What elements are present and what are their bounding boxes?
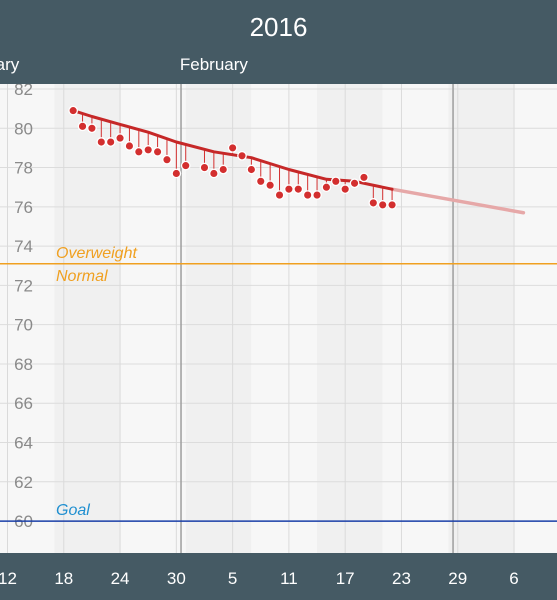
- normal-zone-label: Normal: [56, 268, 108, 285]
- date-axis: 12 18 24 30 5 11 17 23 29 6: [0, 553, 557, 600]
- y-tick-label: 82: [14, 84, 33, 99]
- x-tick-label: 23: [392, 569, 411, 588]
- week-band: [251, 84, 318, 553]
- y-tick-label: 78: [14, 159, 33, 178]
- measurement-point: [227, 143, 238, 153]
- measurement-point: [105, 137, 116, 147]
- measurement-point: [377, 200, 388, 210]
- measurement-point: [302, 190, 313, 200]
- y-tick-label: 70: [14, 316, 33, 335]
- weight-zone-lines: Overweight Normal Goal: [0, 245, 557, 522]
- measurement-point: [96, 137, 107, 147]
- measurement-point: [218, 164, 229, 175]
- measurement-point: [124, 141, 135, 151]
- measurement-point: [162, 154, 172, 165]
- measurement-point: [77, 121, 88, 132]
- measurement-point: [387, 200, 397, 210]
- measurement-point: [312, 190, 322, 200]
- weight-series: [68, 105, 526, 215]
- y-tick-label: 80: [14, 119, 33, 138]
- x-axis-tick-labels: 12 18 24 30 5 11 17 23 29 6: [0, 569, 519, 588]
- measurement-point: [246, 164, 257, 175]
- trend-projection-line: [390, 187, 526, 215]
- measurement-point: [368, 198, 379, 208]
- y-tick-label: 74: [14, 237, 33, 256]
- measurement-point: [340, 184, 351, 195]
- measurement-point: [274, 190, 285, 200]
- measurement-point: [180, 160, 191, 171]
- month-gridlines: [180, 84, 454, 553]
- measurement-point: [265, 180, 275, 191]
- week-band: [382, 84, 449, 553]
- measurement-point: [237, 150, 247, 161]
- measurement-point: [321, 182, 332, 193]
- measurement-point: [87, 123, 97, 134]
- measurement-point: [255, 176, 266, 187]
- week-band: [514, 84, 557, 553]
- y-tick-label: 72: [14, 276, 33, 295]
- measurement-point: [209, 168, 219, 179]
- week-band: [54, 84, 121, 553]
- measurement-point: [293, 184, 304, 195]
- week-band: [120, 84, 186, 553]
- year-label: 2016: [249, 12, 308, 42]
- x-tick-label: 30: [167, 569, 186, 588]
- measurement-point: [143, 145, 154, 155]
- measurement-point: [152, 146, 163, 157]
- x-tick-label: 29: [448, 569, 467, 588]
- x-tick-label: 17: [336, 569, 355, 588]
- measurement-point: [349, 178, 360, 189]
- y-tick-label: 68: [14, 355, 33, 374]
- measurement-point: [68, 105, 79, 116]
- weight-gridlines: [0, 88, 557, 522]
- day-bands: [0, 84, 557, 553]
- measurement-point: [359, 172, 369, 183]
- week-band: [185, 84, 252, 553]
- y-tick-label: 76: [14, 198, 33, 217]
- chart-header: 2016 JanuaryFebruaryMarch: [0, 0, 557, 84]
- measurement-point: [284, 184, 294, 195]
- y-tick-label: 64: [14, 434, 33, 453]
- month-label-february: February: [179, 55, 248, 74]
- week-band: [448, 84, 515, 553]
- y-tick-label: 62: [14, 473, 33, 492]
- measurement-point: [330, 176, 341, 187]
- x-tick-label: 5: [228, 569, 237, 588]
- week-band: [0, 84, 55, 553]
- measurement-point: [115, 133, 125, 143]
- x-tick-label: 18: [54, 569, 73, 588]
- measurement-point: [133, 146, 144, 157]
- measurement-point: [171, 168, 182, 179]
- x-tick-label: 12: [0, 569, 17, 588]
- overweight-zone-label: Overweight: [56, 245, 137, 262]
- measurement-point: [199, 162, 210, 173]
- y-tick-label: 66: [14, 394, 33, 413]
- goal-label: Goal: [56, 502, 90, 519]
- week-band: [317, 84, 383, 553]
- x-tick-label: 6: [509, 569, 518, 588]
- month-label-january: January: [0, 55, 20, 74]
- x-tick-label: 24: [111, 569, 130, 588]
- x-tick-label: 11: [280, 569, 298, 588]
